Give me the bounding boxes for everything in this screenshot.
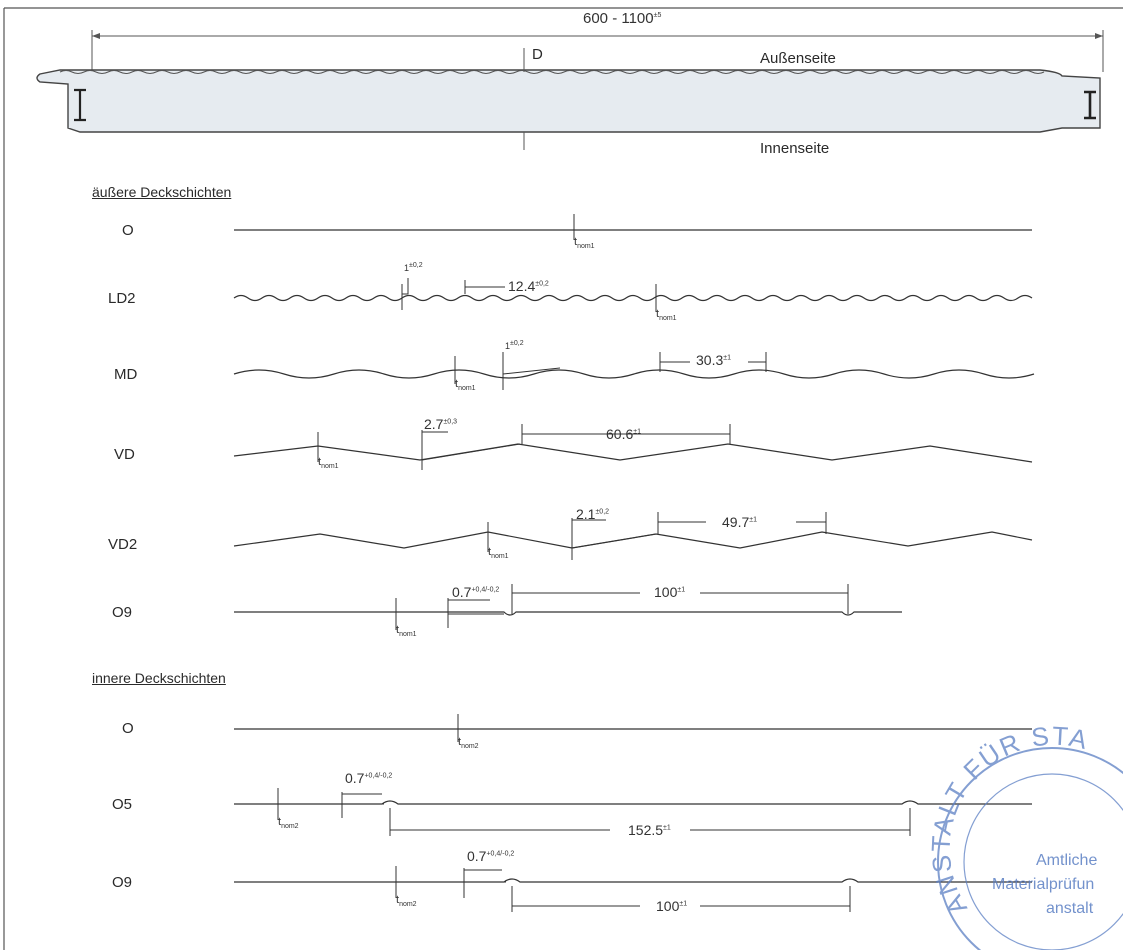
profile-name: MD xyxy=(114,366,138,383)
sandwich-panel xyxy=(36,48,1101,150)
stamp-line-3: anstalt xyxy=(1046,900,1094,917)
profile-line xyxy=(233,424,1033,470)
profile-line xyxy=(233,278,1033,312)
outer-side-label: Außenseite xyxy=(760,50,836,67)
tnom-label: tnom1 xyxy=(318,456,339,471)
tnom-label: tnom2 xyxy=(458,736,479,751)
profile-line xyxy=(234,584,902,630)
pitch-dimension: 49.7±1 xyxy=(722,514,757,530)
depth-dimension: 0.7+0,4/-0,2 xyxy=(452,584,500,600)
profile-name: VD2 xyxy=(108,536,138,553)
tnom-label: tnom2 xyxy=(278,816,299,831)
width-dimension-line xyxy=(91,30,1104,72)
outer-section-title: äußere Deckschichten xyxy=(92,184,232,200)
depth-dimension: 2.7±0,3 xyxy=(424,416,458,432)
tnom-label: tnom1 xyxy=(396,624,417,639)
pitch-dimension: 12.4±0,2 xyxy=(508,278,549,294)
pitch-dimension: 30.3±1 xyxy=(696,352,731,368)
profile-line xyxy=(233,512,1033,560)
depth-dimension: 0.7+0,4/-0,2 xyxy=(345,770,393,786)
profile-line xyxy=(234,866,1032,912)
tnom-label: tnom1 xyxy=(574,236,595,251)
stamp-line-1: Amtliche xyxy=(1036,852,1098,869)
pitch-dimension: 60.6±1 xyxy=(606,426,641,442)
profile-name: O xyxy=(122,720,134,737)
profile-name: O5 xyxy=(112,796,133,813)
profile-name: O9 xyxy=(112,874,133,891)
stamp-line-2: Materialprüfun xyxy=(992,876,1095,893)
pitch-dimension: 152.5±1 xyxy=(628,822,671,838)
pitch-dimension: 100±1 xyxy=(656,898,688,914)
profile-name: O9 xyxy=(112,604,133,621)
profile-name: O xyxy=(122,222,134,239)
profile-line xyxy=(234,788,1032,836)
depth-dimension: 1±0,2 xyxy=(505,340,524,351)
pitch-dimension: 100±1 xyxy=(654,584,686,600)
tnom-label: tnom1 xyxy=(455,378,476,393)
width-dimension: 600 - 1100±5 xyxy=(583,10,662,27)
thickness-label: D xyxy=(532,46,543,63)
profile-line xyxy=(234,714,1032,742)
depth-dimension: 1±0,2 xyxy=(404,262,423,273)
profile-name: VD xyxy=(114,446,135,463)
profile-name: LD2 xyxy=(108,290,136,307)
tnom-label: tnom1 xyxy=(488,546,509,561)
profile-line xyxy=(234,214,1032,240)
depth-dimension: 2.1±0,2 xyxy=(576,506,610,522)
tnom-label: tnom1 xyxy=(656,308,677,323)
tnom-label: tnom2 xyxy=(396,894,417,909)
inner-section-title: innere Deckschichten xyxy=(92,670,226,686)
official-stamp: ANSTALT FÜR STA xyxy=(926,720,1123,950)
depth-dimension: 0.7+0,4/-0,2 xyxy=(467,848,515,864)
inner-side-label: Innenseite xyxy=(760,140,830,157)
profile-line xyxy=(233,352,1035,390)
